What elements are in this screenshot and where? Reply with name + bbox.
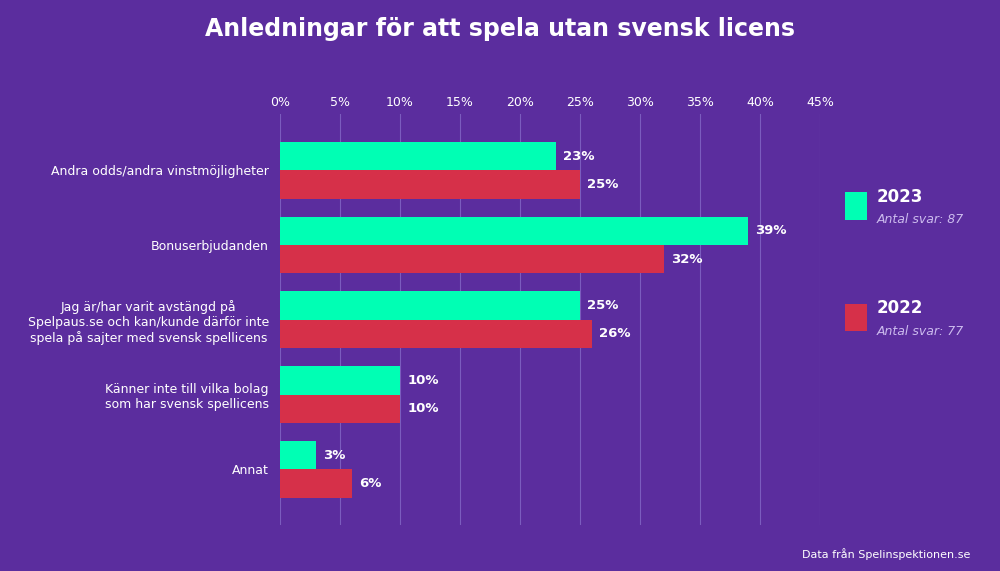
Text: 26%: 26% bbox=[599, 327, 631, 340]
Text: 10%: 10% bbox=[407, 374, 439, 387]
Text: 3%: 3% bbox=[323, 449, 346, 461]
Bar bbox=[280, 469, 352, 498]
Text: 2023: 2023 bbox=[877, 188, 923, 206]
Text: 25%: 25% bbox=[587, 178, 619, 191]
Bar bbox=[280, 441, 316, 469]
Bar bbox=[280, 291, 580, 320]
Text: Anledningar för att spela utan svensk licens: Anledningar för att spela utan svensk li… bbox=[205, 17, 795, 41]
Text: Data från Spelinspektionen.se: Data från Spelinspektionen.se bbox=[802, 548, 970, 560]
Text: 23%: 23% bbox=[563, 150, 595, 163]
Bar bbox=[280, 395, 400, 423]
Text: 25%: 25% bbox=[587, 299, 619, 312]
Bar bbox=[280, 245, 664, 274]
Bar bbox=[280, 216, 748, 245]
Bar bbox=[280, 366, 400, 395]
Text: Antal svar: 77: Antal svar: 77 bbox=[877, 325, 964, 337]
Text: 10%: 10% bbox=[407, 402, 439, 415]
Text: 2022: 2022 bbox=[877, 299, 923, 317]
Text: 32%: 32% bbox=[671, 253, 703, 266]
Bar bbox=[280, 320, 592, 348]
Bar bbox=[280, 170, 580, 199]
Text: 39%: 39% bbox=[755, 224, 787, 238]
Text: 6%: 6% bbox=[359, 477, 382, 490]
Bar bbox=[280, 142, 556, 170]
Text: Antal svar: 87: Antal svar: 87 bbox=[877, 214, 964, 226]
